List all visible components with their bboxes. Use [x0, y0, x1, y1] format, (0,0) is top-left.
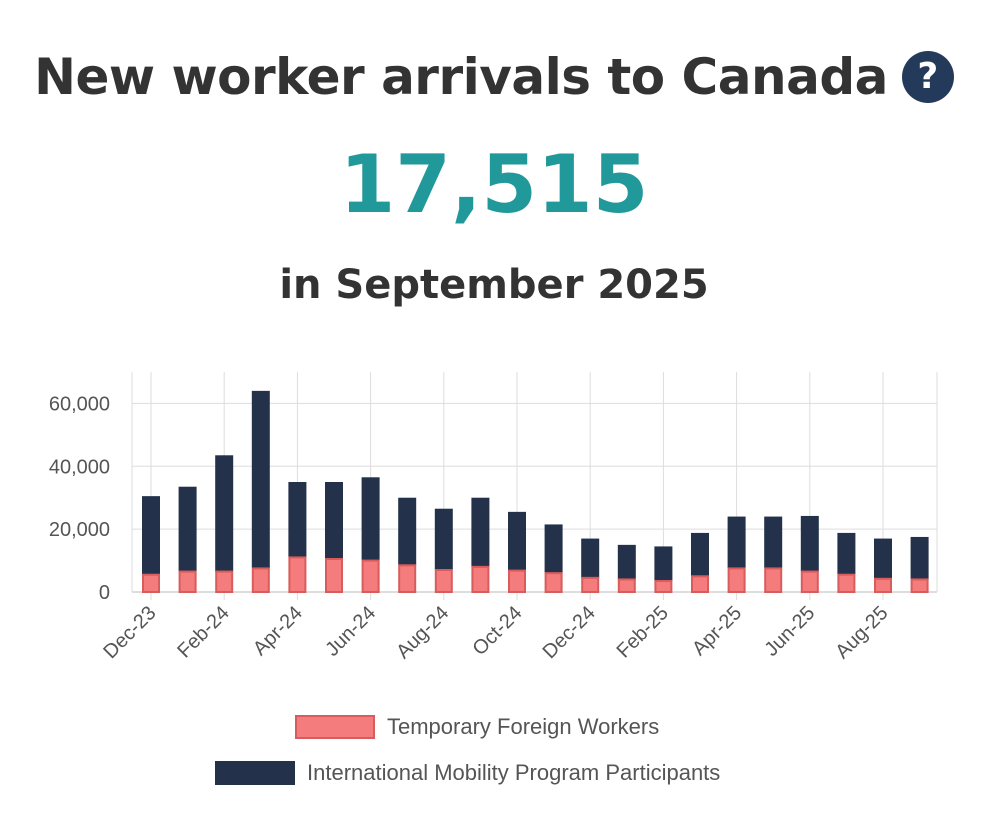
- bar-tfw: [727, 567, 746, 594]
- bar-imp: [800, 515, 819, 572]
- bar-tfw: [581, 576, 600, 593]
- bar-imp: [325, 482, 343, 559]
- bar-imp: [727, 516, 746, 569]
- bar-tfw: [142, 573, 160, 594]
- question-circle-icon[interactable]: ?: [901, 51, 954, 103]
- x-tick-label: Aug-24: [392, 602, 453, 663]
- x-tick-label: Apr-24: [249, 602, 307, 660]
- bar-tfw: [361, 559, 380, 593]
- bar-imp: [508, 511, 526, 571]
- bar-imp: [874, 538, 892, 579]
- y-tick-label: 20,000: [49, 519, 110, 541]
- legend-item-imp[interactable]: International Mobility Program Participa…: [215, 760, 720, 786]
- bar-tfw: [837, 573, 856, 594]
- bar-imp: [471, 497, 490, 567]
- bar-imp: [434, 508, 453, 570]
- legend-label-tfw: Temporary Foreign Workers: [387, 714, 660, 739]
- bar-imp: [581, 538, 600, 578]
- bar-imp: [251, 390, 270, 569]
- legend-label-imp: International Mobility Program Participa…: [307, 760, 721, 785]
- title-row: New worker arrivals to Canada ?: [0, 48, 988, 106]
- bar-imp: [837, 532, 856, 575]
- x-tick-label: Dec-23: [99, 602, 160, 663]
- period-label: in September 2025: [279, 262, 709, 308]
- bar-imp: [398, 497, 417, 566]
- bar-tfw: [178, 570, 197, 593]
- bar-tfw: [215, 570, 234, 593]
- x-tick-label: Feb-25: [613, 602, 673, 662]
- arrivals-value: 17,515: [339, 138, 649, 231]
- page-title: New worker arrivals to Canada: [34, 48, 888, 106]
- y-tick-label: 40,000: [49, 456, 110, 478]
- y-tick-label: 0: [99, 582, 110, 604]
- bar-imp: [617, 544, 636, 580]
- bar-tfw: [764, 567, 783, 594]
- bar-imp: [691, 532, 709, 577]
- legend-swatch-tfw: [295, 715, 375, 739]
- x-tick-label: Jun-25: [761, 602, 820, 661]
- bar-imp: [654, 546, 673, 581]
- bar-tfw: [617, 578, 636, 594]
- legend-swatch-imp: [215, 761, 295, 785]
- bar-tfw: [434, 569, 453, 593]
- bar-tfw: [654, 580, 673, 593]
- bar-tfw: [288, 556, 307, 594]
- x-tick-label: Apr-25: [688, 602, 746, 660]
- x-tick-label: Jun-24: [321, 602, 380, 661]
- bar-tfw: [398, 564, 417, 593]
- bar-imp: [544, 524, 563, 574]
- bar-tfw: [874, 577, 892, 593]
- bar-imp: [178, 486, 197, 572]
- bar-imp: [288, 482, 307, 558]
- bar-imp: [361, 477, 380, 561]
- bar-tfw: [251, 567, 270, 594]
- bar-imp: [910, 536, 929, 580]
- y-tick-label: 60,000: [49, 393, 110, 415]
- bar-imp: [764, 516, 783, 569]
- bar-tfw: [471, 565, 490, 593]
- legend-item-tfw[interactable]: Temporary Foreign Workers: [295, 714, 659, 740]
- bar-imp: [142, 496, 160, 575]
- x-tick-label: Feb-24: [173, 602, 233, 662]
- bar-imp: [215, 455, 234, 572]
- bar-tfw: [325, 558, 343, 593]
- x-tick-label: Dec-24: [539, 602, 600, 663]
- bar-tfw: [691, 575, 709, 593]
- bar-tfw: [508, 569, 526, 594]
- x-tick-label: Aug-25: [831, 602, 892, 663]
- bar-tfw: [910, 578, 929, 594]
- x-tick-label: Oct-24: [469, 602, 527, 660]
- bar-tfw: [800, 570, 819, 593]
- bar-tfw: [544, 572, 563, 594]
